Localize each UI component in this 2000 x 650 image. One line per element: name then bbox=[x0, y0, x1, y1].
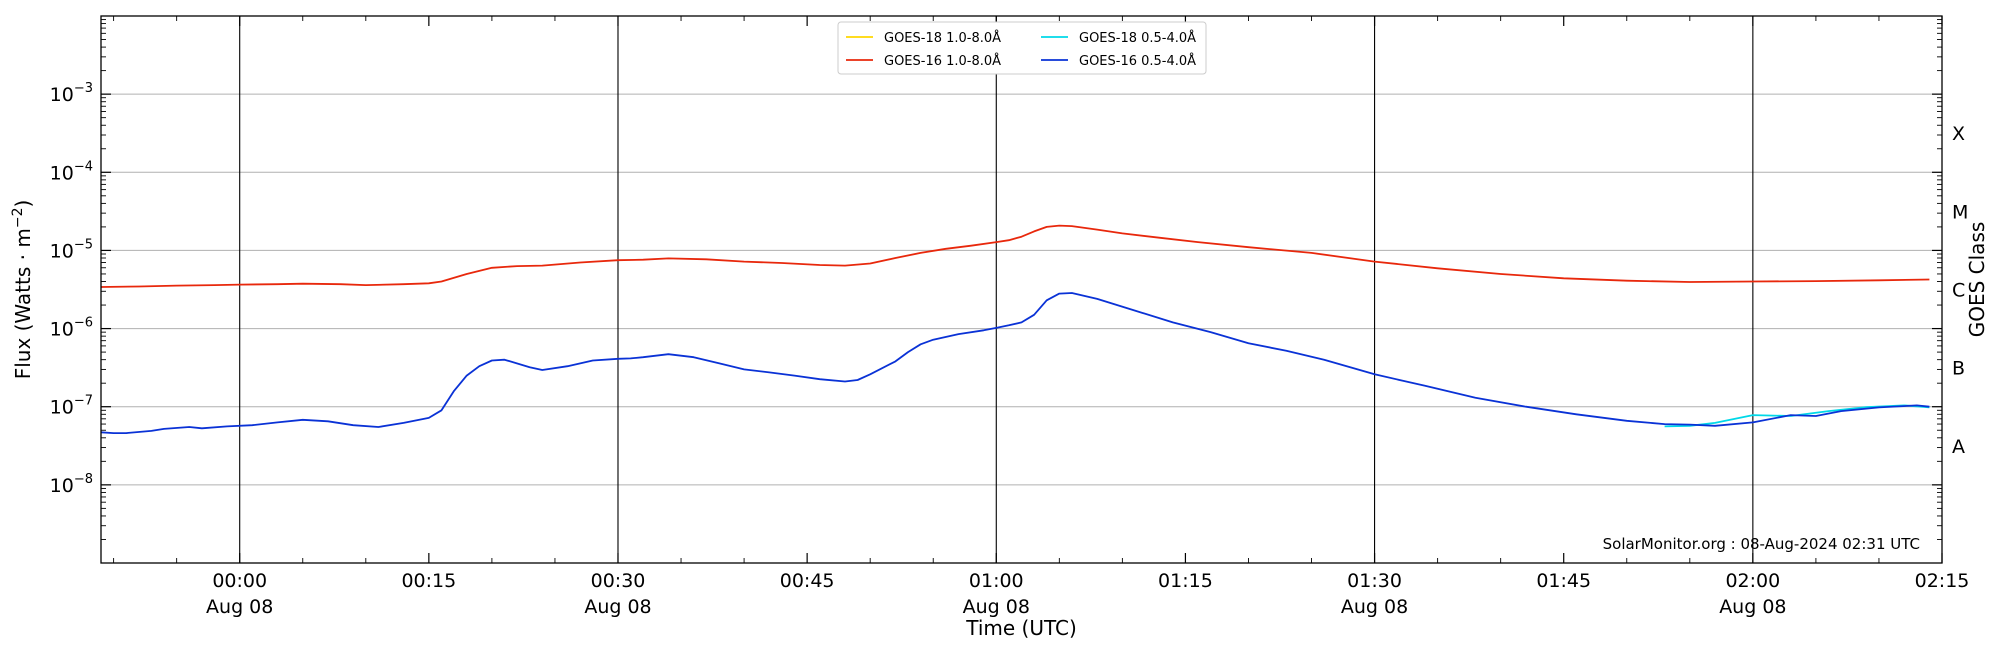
x-tick-label: 01:45 bbox=[1536, 570, 1591, 592]
x-tick-date-label: Aug 08 bbox=[963, 596, 1030, 618]
goes-class-label: A bbox=[1952, 436, 1965, 458]
x-tick-label: 02:15 bbox=[1915, 570, 1970, 592]
series-line-3 bbox=[100, 292, 1930, 435]
y-tick-label: 10−8 bbox=[50, 472, 93, 497]
x-tick-label: 00:15 bbox=[401, 570, 456, 592]
x-tick-date-label: Aug 08 bbox=[1341, 596, 1408, 618]
y-axis-label: Flux (Watts · m−2) bbox=[10, 200, 35, 380]
axis-ticks: 10−8 10−7 10−6 10−5 10−4 10−3 00:00 Aug 08 00:15… bbox=[50, 16, 1970, 618]
y-tick-label: 10−5 bbox=[50, 237, 93, 262]
x-tick-label: 00:30 bbox=[591, 570, 646, 592]
goes-class-label: X bbox=[1952, 123, 1965, 145]
goes-class-label: C bbox=[1952, 280, 1965, 302]
x-tick-label: 00:45 bbox=[780, 570, 835, 592]
plot-frame bbox=[100, 15, 1943, 564]
x-tick-date-label: Aug 08 bbox=[206, 596, 273, 618]
watermark-text: SolarMonitor.org : 08-Aug-2024 02:31 UTC bbox=[1603, 535, 1920, 553]
x-tick-label: 00:00 bbox=[212, 570, 267, 592]
legend: GOES-18 1.0-8.0Å GOES-16 1.0-8.0Å GOES-18 … bbox=[837, 21, 1207, 75]
goes-class-label: B bbox=[1952, 358, 1965, 380]
y-tick-label: 10−4 bbox=[50, 159, 93, 184]
x-tick-date-label: Aug 08 bbox=[1719, 596, 1786, 618]
x-tick-label: 01:30 bbox=[1347, 570, 1402, 592]
x-tick-label: 01:15 bbox=[1158, 570, 1213, 592]
gridlines bbox=[101, 93, 1942, 486]
y-axis-label-text: Flux (Watts · m−2) bbox=[10, 200, 35, 380]
x-axis-label: Time (UTC) bbox=[965, 616, 1077, 640]
series-line-1 bbox=[100, 224, 1930, 288]
y-tick-label: 10−6 bbox=[50, 316, 93, 341]
legend-entry-label: GOES-16 1.0-8.0Å bbox=[884, 53, 1001, 69]
day-markers bbox=[239, 16, 1754, 563]
x-tick-label: 02:00 bbox=[1725, 570, 1780, 592]
goes-class-axis-label: GOES Class bbox=[1965, 222, 1989, 338]
y-tick-label: 10−3 bbox=[50, 81, 93, 106]
legend-box bbox=[837, 21, 1207, 75]
series-lines bbox=[100, 224, 1930, 435]
x-tick-date-label: Aug 08 bbox=[584, 596, 651, 618]
x-tick-label: 01:00 bbox=[969, 570, 1024, 592]
y-tick-label: 10−7 bbox=[50, 394, 93, 419]
legend-entry-label: GOES-18 0.5-4.0Å bbox=[1079, 30, 1196, 46]
legend-entry-label: GOES-18 1.0-8.0Å bbox=[884, 30, 1001, 46]
legend-entry-label: GOES-16 0.5-4.0Å bbox=[1079, 53, 1196, 69]
goes-class-label: M bbox=[1952, 201, 1968, 223]
